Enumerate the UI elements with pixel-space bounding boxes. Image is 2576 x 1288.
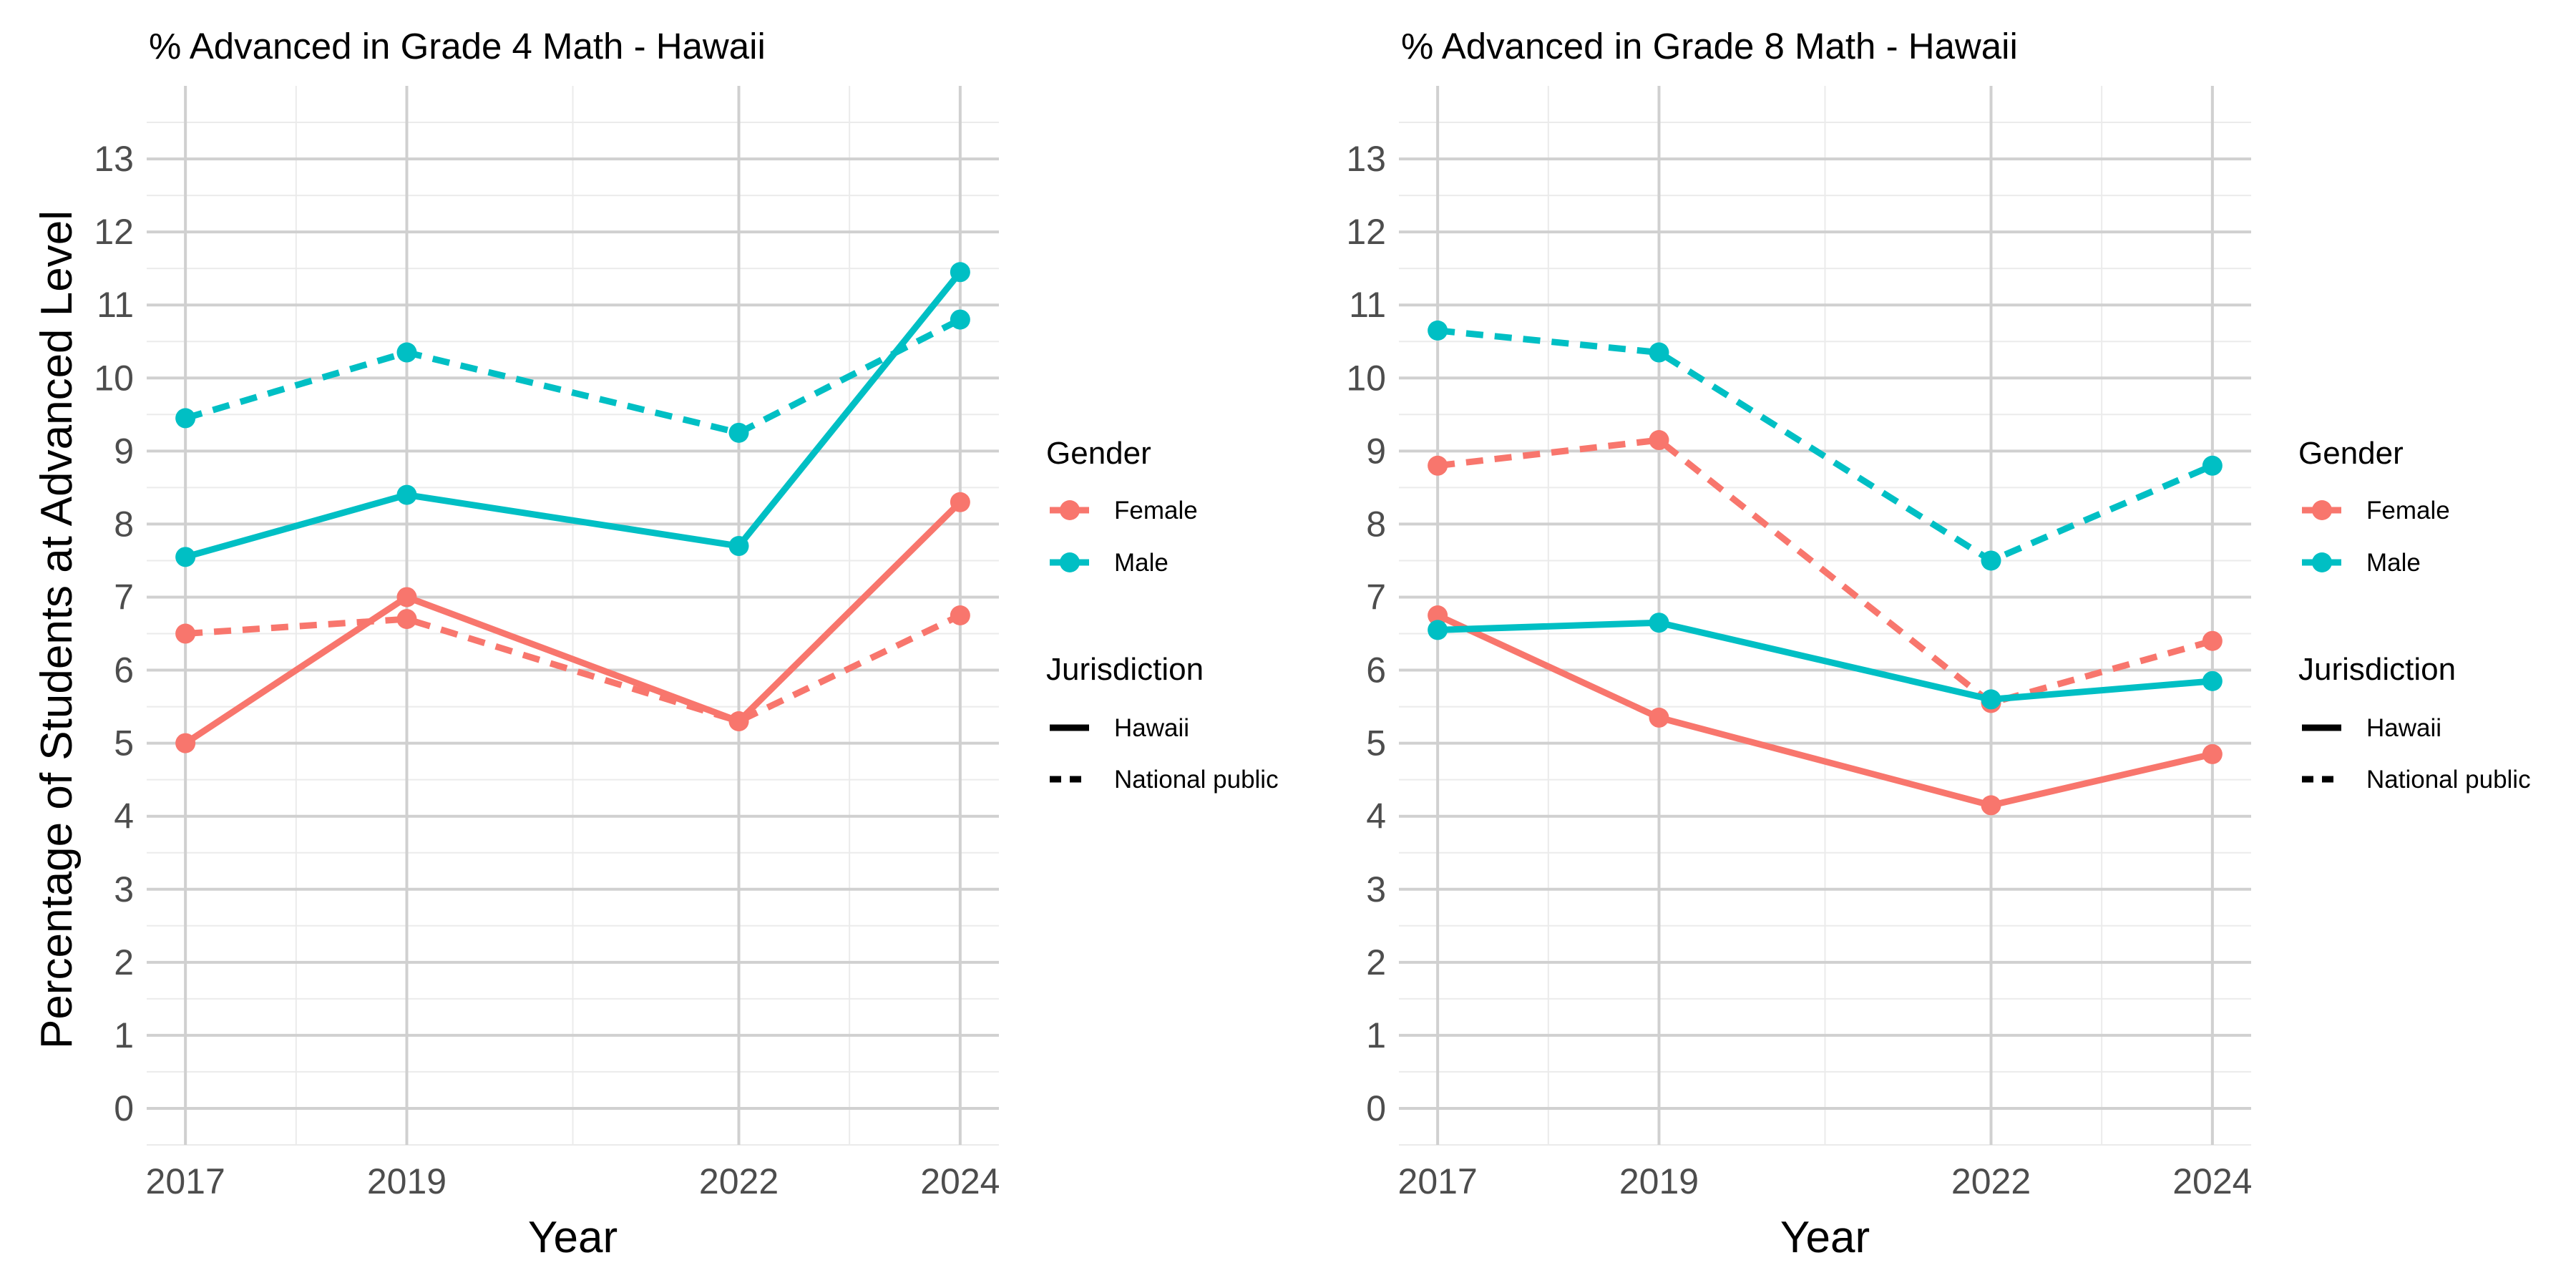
series-line-female-national-public (185, 612, 962, 725)
data-point (2202, 743, 2223, 764)
data-point (728, 711, 749, 731)
y-tick-label: 11 (97, 285, 134, 325)
chart-title: % Advanced in Grade 4 Math - Hawaii (149, 26, 766, 67)
legend-label: National public (1114, 766, 1279, 794)
y-tick-label: 0 (1366, 1088, 1386, 1128)
y-tick-label: 5 (114, 723, 134, 763)
y-tick-label: 6 (1366, 650, 1386, 691)
data-point (1428, 320, 1448, 341)
x-tick-label: 2024 (920, 1161, 1000, 1201)
data-point (1981, 550, 2001, 571)
y-tick-label: 7 (114, 577, 134, 617)
y-tick-label: 1 (114, 1015, 134, 1055)
x-tick-label: 2022 (1951, 1161, 2031, 1201)
y-tick-label: 8 (114, 504, 134, 544)
chart-title: % Advanced in Grade 8 Math - Hawaii (1401, 26, 2018, 67)
legend-label: Male (2366, 549, 2421, 577)
legend-title-gender: Gender (1046, 436, 1151, 471)
data-point (175, 408, 196, 429)
data-point (396, 484, 417, 505)
data-point (1428, 620, 1448, 640)
legend-label: National public (2366, 766, 2531, 794)
legend-label: Female (1114, 497, 1198, 525)
y-axis-title: Percentage of Students at Advanced Level (32, 210, 82, 1049)
series-line-male-hawaii (184, 270, 963, 560)
y-tick-label: 13 (1346, 139, 1386, 179)
y-tick-label: 10 (94, 358, 134, 398)
data-point (396, 609, 417, 630)
data-point (728, 536, 749, 557)
y-tick-label: 3 (1366, 869, 1386, 909)
y-tick-label: 3 (114, 869, 134, 909)
data-point (1649, 430, 1669, 451)
y-tick-label: 7 (1366, 577, 1386, 617)
x-tick-label: 2019 (367, 1161, 447, 1201)
y-tick-label: 2 (1366, 942, 1386, 982)
legend-key-point (2312, 552, 2332, 572)
data-point (1649, 342, 1669, 363)
y-tick-label: 0 (114, 1088, 134, 1128)
data-point (396, 587, 417, 608)
data-point (1649, 613, 1669, 633)
y-tick-label: 12 (94, 212, 134, 252)
x-axis-title: Year (1780, 1213, 1870, 1262)
data-point (950, 262, 970, 283)
legend-title-jurisdiction: Jurisdiction (1046, 652, 1204, 687)
data-point (2202, 455, 2223, 476)
y-tick-label: 6 (114, 650, 134, 691)
data-point (1428, 605, 1448, 625)
legend-label: Hawaii (2366, 714, 2441, 742)
data-point (175, 623, 196, 644)
data-point (950, 309, 970, 330)
x-tick-label: 2024 (2172, 1161, 2252, 1201)
y-tick-label: 1 (1366, 1015, 1386, 1055)
x-tick-label: 2022 (699, 1161, 779, 1201)
y-tick-label: 2 (114, 942, 134, 982)
series-line-male-national-public (184, 316, 962, 436)
y-tick-label: 13 (94, 139, 134, 179)
legend-key-point (2312, 500, 2332, 520)
x-tick-label: 2017 (1398, 1161, 1478, 1201)
y-tick-label: 4 (1366, 796, 1386, 836)
y-tick-label: 9 (114, 431, 134, 471)
legend-key-point (1060, 552, 1080, 572)
y-tick-label: 10 (1346, 358, 1386, 398)
legend-key-point (1060, 500, 1080, 520)
x-tick-label: 2017 (146, 1161, 225, 1201)
data-point (175, 733, 196, 753)
data-point (175, 547, 196, 567)
y-tick-label: 5 (1366, 723, 1386, 763)
y-tick-label: 12 (1346, 212, 1386, 252)
legend-label: Hawaii (1114, 714, 1189, 742)
data-point (2202, 670, 2223, 691)
data-point (1649, 707, 1669, 728)
data-point (1981, 795, 2001, 816)
data-point (950, 605, 970, 625)
y-tick-label: 9 (1366, 431, 1386, 471)
legend-title-jurisdiction: Jurisdiction (2298, 652, 2456, 687)
series-line-female-national-public (1437, 436, 2214, 706)
data-point (728, 422, 749, 443)
x-axis-title: Year (528, 1213, 618, 1262)
y-tick-label: 4 (114, 796, 134, 836)
series-line-male-hawaii (1437, 619, 2213, 703)
legend-title-gender: Gender (2298, 436, 2404, 471)
data-point (950, 492, 970, 512)
legend-label: Male (1114, 549, 1169, 577)
data-point (1981, 689, 2001, 710)
y-tick-label: 8 (1366, 504, 1386, 544)
data-point (2202, 630, 2223, 651)
series-line-female-hawaii (1436, 612, 2213, 809)
x-tick-label: 2019 (1619, 1161, 1699, 1201)
data-point (396, 342, 417, 363)
data-point (1428, 455, 1448, 476)
legend-label: Female (2366, 497, 2450, 525)
y-tick-label: 11 (1349, 285, 1386, 325)
series-line-female-hawaii (183, 499, 963, 746)
